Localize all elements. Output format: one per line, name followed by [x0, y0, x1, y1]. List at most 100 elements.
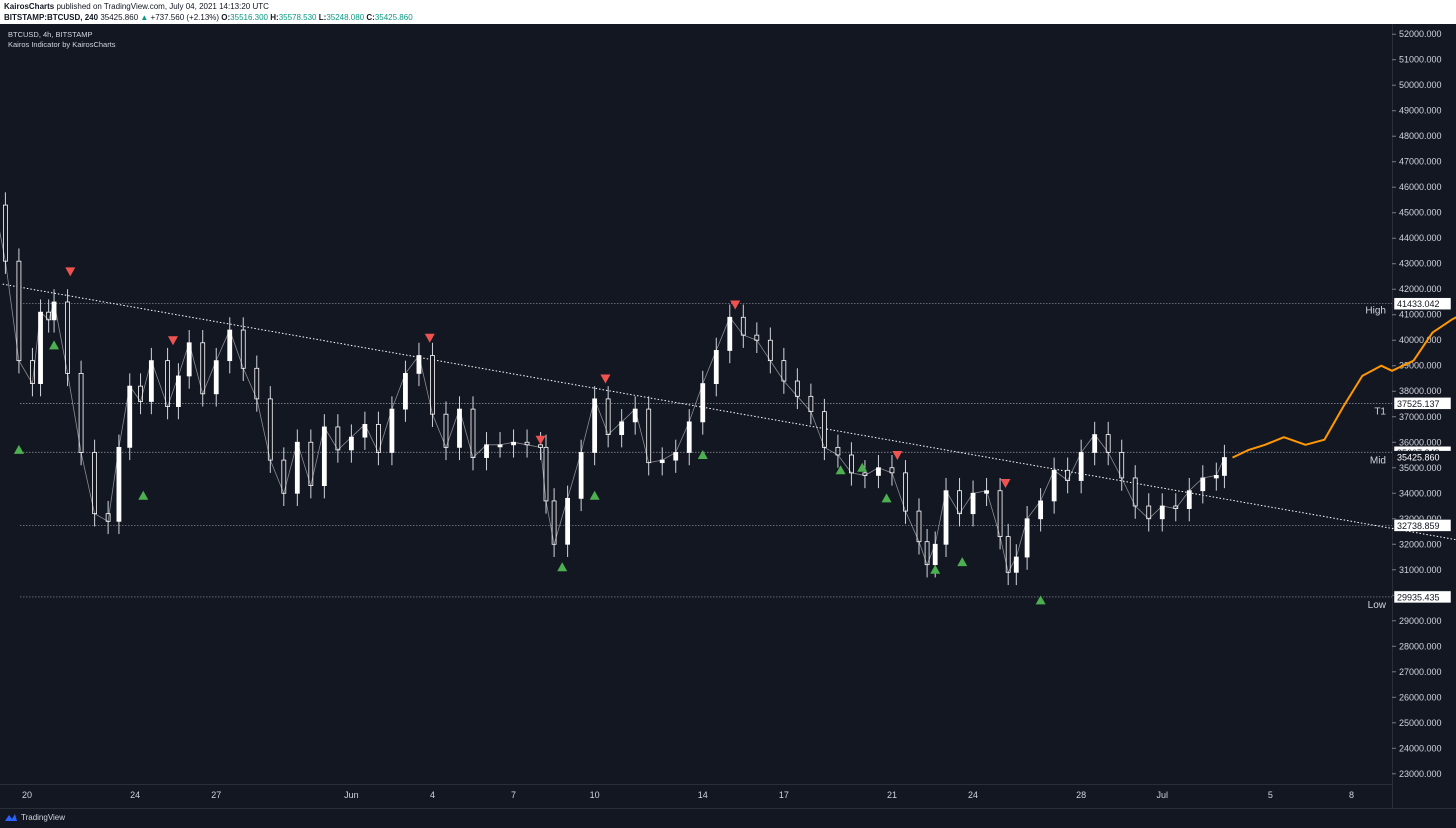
candle-body — [565, 497, 571, 545]
buy-signal-marker — [881, 493, 892, 503]
y-tick-label: 23000.000 — [1399, 769, 1442, 779]
tradingview-logo-icon — [5, 814, 17, 821]
candle-body — [916, 510, 922, 543]
low-label: L: — [318, 13, 327, 22]
candle-body — [713, 350, 719, 384]
candle-body — [1132, 477, 1138, 507]
x-tick-label: 17 — [779, 790, 789, 800]
buy-signal-marker — [835, 465, 846, 475]
y-tick-label: 43000.000 — [1399, 259, 1442, 269]
y-tick-label: 40000.000 — [1399, 335, 1442, 345]
candle-body — [321, 426, 327, 487]
level-price-text: 37525.137 — [1397, 399, 1440, 409]
candle-body — [470, 408, 476, 458]
x-tick-label: 7 — [511, 790, 516, 800]
y-tick-label: 50000.000 — [1399, 80, 1442, 90]
buy-signal-marker — [49, 340, 60, 350]
candle-body — [1038, 500, 1044, 520]
y-tick-label: 32000.000 — [1399, 539, 1442, 549]
y-tick-label: 29000.000 — [1399, 616, 1442, 626]
tradingview-brand[interactable]: TradingView — [4, 813, 65, 822]
sell-signal-marker — [892, 451, 903, 461]
candle-body — [1186, 490, 1192, 509]
candle-body — [403, 372, 408, 410]
candle-body — [1051, 469, 1057, 502]
x-tick-label: 28 — [1076, 790, 1086, 800]
projection-path — [1232, 316, 1456, 459]
level-label: T1 — [1374, 406, 1386, 417]
published-text: published on TradingView.com, July 04, 2… — [54, 2, 269, 11]
y-tick-label: 36000.000 — [1399, 437, 1442, 447]
open-value: 35516.300 — [230, 13, 268, 22]
candle-body — [65, 301, 70, 374]
candle-body — [1222, 457, 1227, 476]
y-tick-label: 38000.000 — [1399, 386, 1442, 396]
y-tick-label: 46000.000 — [1399, 182, 1442, 192]
last-price-text: 35425.860 — [1397, 452, 1440, 462]
candle-body — [997, 490, 1003, 538]
y-tick-label: 26000.000 — [1399, 692, 1442, 702]
level-label: Mid — [1370, 455, 1386, 466]
buy-signal-marker — [857, 462, 868, 472]
sell-signal-marker — [1000, 479, 1011, 489]
y-tick-label: 41000.000 — [1399, 310, 1442, 320]
candle-body — [605, 398, 611, 436]
price-chart[interactable]: 52000.000 51000.000 50000.000 49000.000 4800… — [0, 24, 1456, 808]
low-value: 35248.080 — [326, 13, 365, 22]
high-label: H: — [270, 13, 279, 22]
x-tick-label: 24 — [968, 790, 978, 800]
y-tick-label: 34000.000 — [1399, 488, 1442, 498]
candle-body — [646, 408, 652, 464]
candle-body — [78, 372, 84, 453]
y-tick-label: 44000.000 — [1399, 233, 1442, 243]
candle-body — [740, 316, 746, 336]
candle-body — [578, 452, 584, 499]
chart-legend: BTCUSD, 4h, BITSTAMP Kairos Indicator by… — [8, 30, 116, 50]
y-tick-label: 33000.000 — [1399, 514, 1442, 524]
price-change: +737.560 (+2.13%) — [150, 13, 220, 22]
candle-body — [794, 380, 800, 397]
close-label: C: — [366, 13, 375, 22]
sell-signal-marker — [600, 374, 611, 384]
y-tick-label: 31000.000 — [1399, 565, 1442, 575]
candle-body — [781, 360, 787, 382]
candle-body — [1200, 477, 1206, 492]
symbol-line: BITSTAMP:BTCUSD, 240 35425.860 ▲ +737.56… — [4, 12, 1452, 23]
x-tick-label: 27 — [211, 790, 221, 800]
x-tick-label: 14 — [698, 790, 708, 800]
candle-body — [294, 441, 300, 494]
candle-body — [686, 421, 692, 453]
candle-body — [957, 490, 962, 515]
brand-label: TradingView — [21, 813, 66, 822]
chart-header: KairosCharts published on TradingView.co… — [0, 0, 1456, 24]
level-label: High — [1365, 306, 1386, 317]
candle-body — [808, 395, 814, 413]
legend-indicator: Kairos Indicator by KairosCharts — [8, 40, 116, 49]
buy-signal-marker — [957, 557, 968, 567]
level-price-box — [1393, 519, 1452, 532]
candle-body — [1092, 434, 1098, 453]
candle-body — [389, 408, 395, 453]
sell-signal-marker — [535, 435, 546, 445]
y-tick-label: 48000.000 — [1399, 131, 1442, 141]
last-price-box — [1394, 450, 1451, 463]
buy-signal-marker — [930, 564, 941, 574]
candle-body — [267, 398, 273, 461]
y-tick-label: 47000.000 — [1399, 157, 1442, 167]
y-tick-label: 52000.000 — [1399, 29, 1442, 39]
x-tick-label: 4 — [430, 790, 435, 800]
sell-signal-marker — [167, 336, 178, 346]
candle-body — [1105, 434, 1111, 453]
candle-body — [254, 367, 260, 400]
x-tick-label: 24 — [130, 790, 140, 800]
sell-signal-marker — [424, 333, 435, 343]
candle-body — [200, 342, 206, 395]
x-tick-label: 20 — [22, 790, 32, 800]
publish-line: KairosCharts published on TradingView.co… — [4, 1, 1452, 12]
candle-body — [821, 411, 827, 448]
y-tick-label: 51000.000 — [1399, 55, 1442, 65]
candle-body — [727, 316, 733, 351]
candle-body — [700, 383, 706, 423]
candle-body — [767, 339, 773, 362]
author-name[interactable]: KairosCharts — [4, 2, 55, 11]
